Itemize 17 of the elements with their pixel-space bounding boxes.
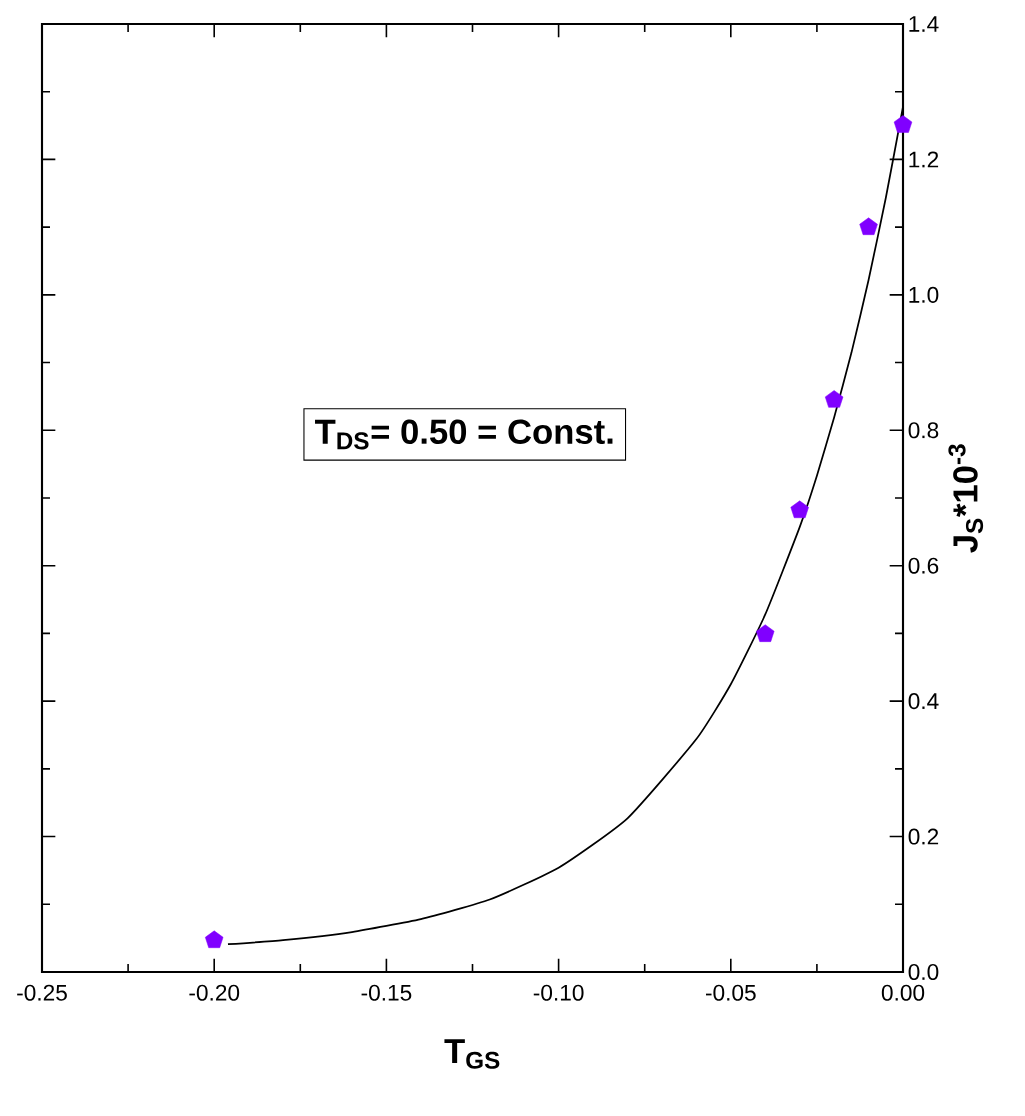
x-axis-title: T$_{GS}$: [444, 1039, 500, 1069]
annotation: T$_{DS}$= 0.50 = Const.: [315, 419, 613, 450]
y-tick-label: 0.6: [908, 557, 939, 574]
y-tick-label: 1.0: [909, 286, 939, 303]
x-tick-label: 0.00: [881, 984, 925, 1001]
y-tick-label: 0.0: [908, 963, 939, 981]
x-tick-label: -0.10: [533, 984, 584, 1001]
y-tick-label: 1.4: [909, 16, 939, 32]
x-tick-label: -0.15: [361, 984, 412, 1001]
x-tick-label: -0.05: [705, 984, 756, 1001]
x-tick-label: -0.25: [17, 984, 67, 1001]
y-tick-label: 0.8: [908, 422, 939, 439]
y-axis-title: J$_{S}$*10$^{-3}$: [948, 444, 984, 553]
y-tick-label: 0.2: [908, 828, 939, 845]
x-tick-label: -0.20: [189, 984, 240, 1001]
y-tick-label: 1.2: [909, 151, 939, 168]
y-tick-label: 0.4: [908, 693, 939, 710]
